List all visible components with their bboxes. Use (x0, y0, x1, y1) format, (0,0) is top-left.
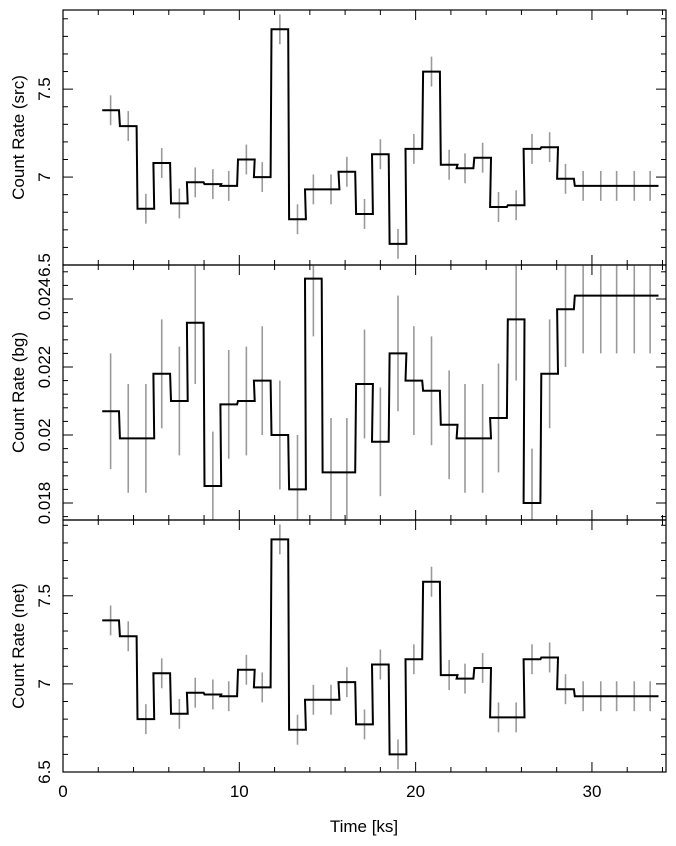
panel-2-data (102, 265, 659, 520)
y-axis-label: Count Rate (src) (9, 75, 28, 200)
x-tick-label: 20 (406, 782, 425, 801)
y-tick-label: 7.5 (35, 584, 54, 608)
panel-frame (62, 519, 667, 773)
y-tick-label: 7 (35, 172, 54, 181)
step-series (102, 28, 659, 245)
y-tick-label: 7 (35, 679, 54, 688)
y-tick-label: 0.018 (35, 482, 54, 525)
panel-2: 0.018 0.02 0.022 0.024 Count Rate (bg) (9, 264, 667, 525)
x-tick-label: 0 (58, 782, 67, 801)
panel-3: 6.5 7 7.5 Count Rate (net) 0 10 20 30 (9, 519, 667, 801)
y-tick-label: 6.5 (35, 253, 54, 277)
y-axis-label: Count Rate (bg) (9, 332, 28, 453)
y-axis-label: Count Rate (net) (9, 583, 28, 709)
y-tick-label: 0.02 (35, 418, 54, 451)
panel-3-data (102, 524, 659, 770)
x-tick-label: 10 (230, 782, 249, 801)
x-tick-label: 30 (582, 782, 601, 801)
panel-1-data (102, 14, 659, 259)
panel-1: 6.5 7 7.5 Count Rate (src) (9, 9, 667, 277)
step-series (102, 538, 659, 756)
y-tick-label: 6.5 (35, 760, 54, 784)
y-tick-label: 0.024 (35, 278, 54, 321)
step-series (102, 277, 659, 504)
y-tick-label: 7.5 (35, 77, 54, 101)
x-axis-label: Time [ks] (330, 817, 398, 836)
y-tick-label: 0.022 (35, 346, 54, 389)
